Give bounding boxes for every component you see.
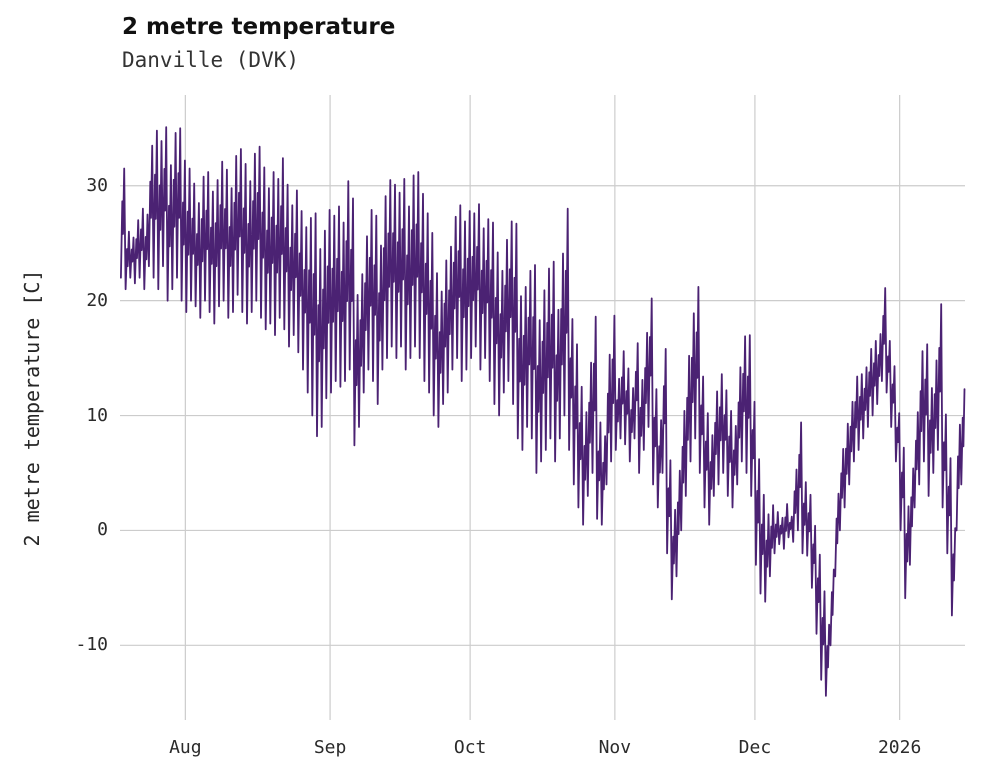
chart-title: 2 metre temperature xyxy=(122,14,396,40)
x-tick-label: 2026 xyxy=(877,737,922,758)
y-tick-label: 0 xyxy=(97,519,108,541)
y-tick-label: 10 xyxy=(86,404,108,426)
y-tick-label: 20 xyxy=(86,289,108,311)
y-tick-label: -10 xyxy=(75,634,108,656)
x-tick-label: Oct xyxy=(453,737,487,758)
temperature-line-series xyxy=(120,126,966,697)
x-tick-label: Aug xyxy=(169,737,202,758)
x-tick-label: Sep xyxy=(313,737,347,758)
y-tick-label: 30 xyxy=(86,174,108,196)
chart-subtitle: Danville (DVK) xyxy=(122,48,300,72)
x-tick-label: Nov xyxy=(598,737,632,758)
x-tick-label: Dec xyxy=(738,737,772,758)
